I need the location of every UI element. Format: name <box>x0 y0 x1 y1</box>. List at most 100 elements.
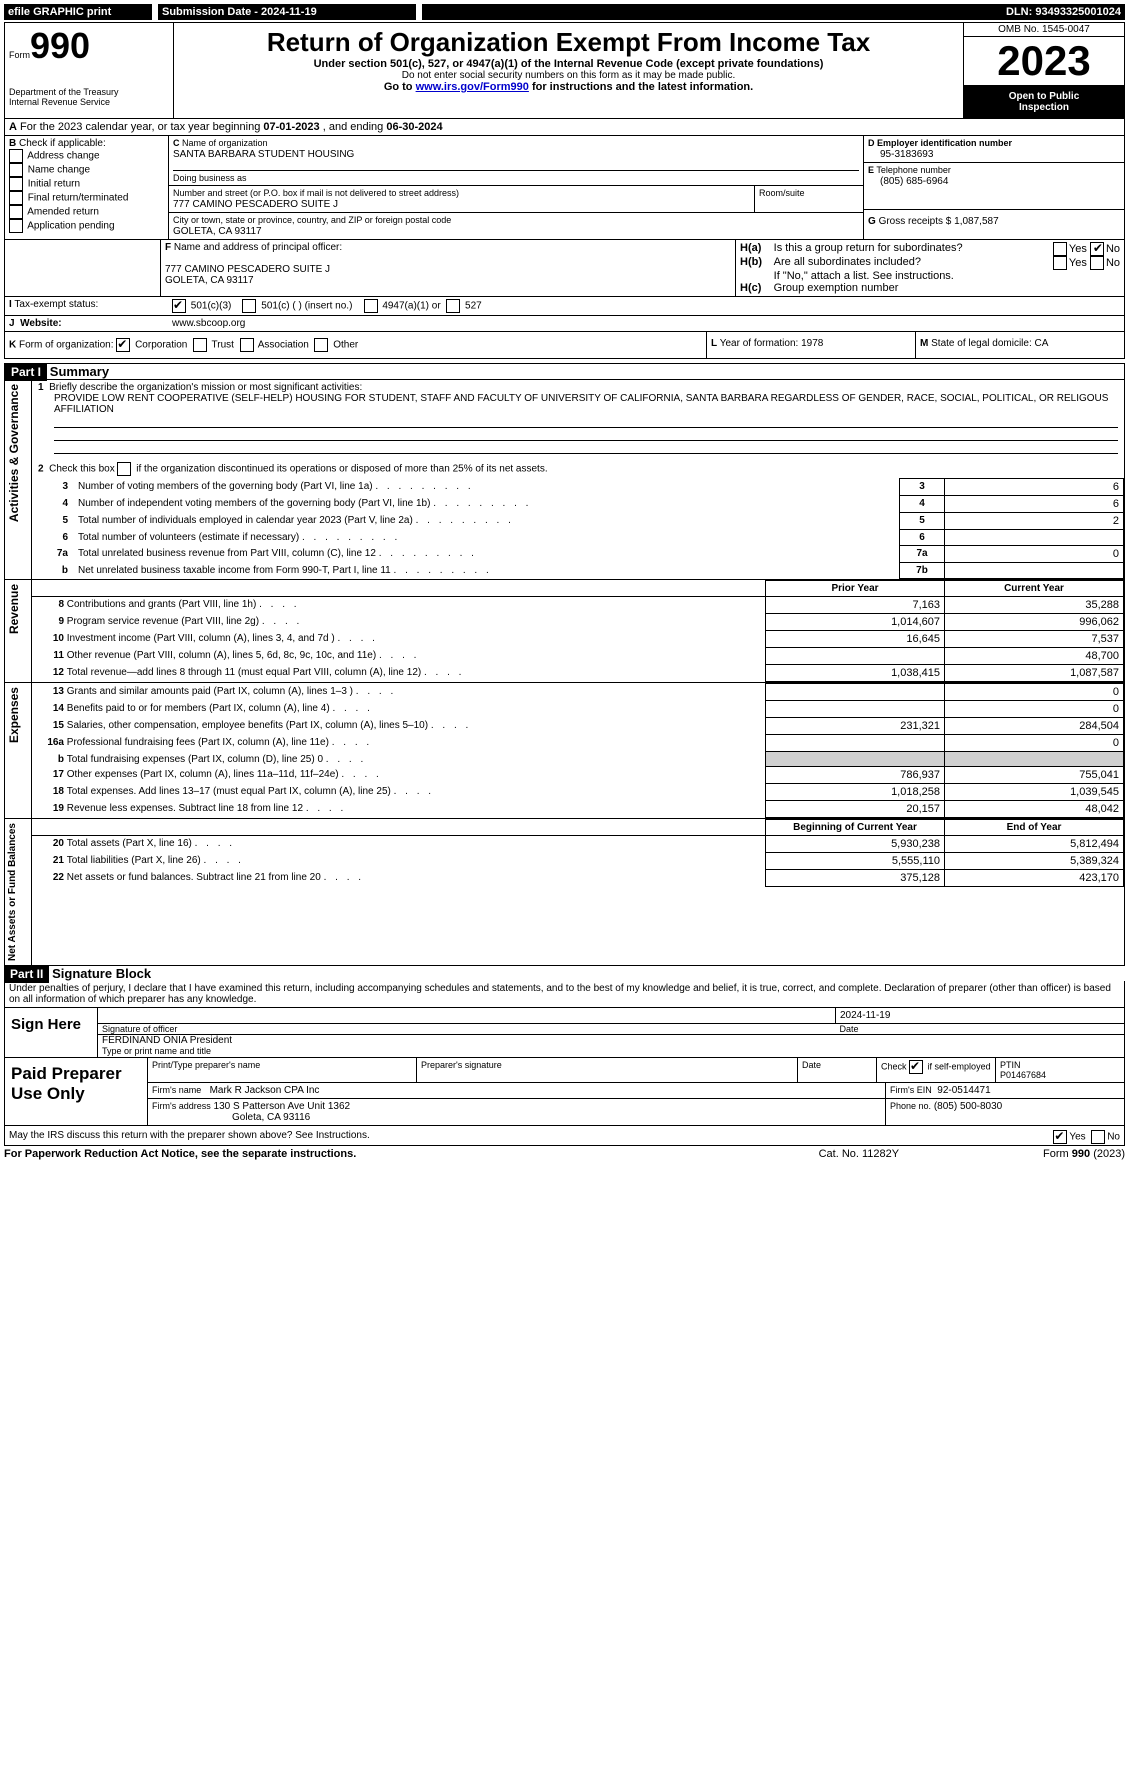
tax-year: 2023 <box>964 37 1124 86</box>
dba-label: Doing business as <box>173 170 859 183</box>
side-expenses: Expenses <box>5 683 23 747</box>
addr-change-checkbox[interactable] <box>9 149 23 163</box>
submission-date: 2024-11-19 <box>261 6 317 18</box>
501c-checkbox[interactable] <box>242 299 256 313</box>
gross-receipts-label: Gross receipts $ <box>879 216 952 227</box>
officer-addr2: GOLETA, CA 93117 <box>165 275 254 286</box>
ha-yes-checkbox[interactable] <box>1053 242 1067 256</box>
501c3-checkbox[interactable] <box>172 299 186 313</box>
form-number: 990 <box>30 25 90 66</box>
omb-number: OMB No. 1545-0047 <box>964 23 1124 37</box>
4947-checkbox[interactable] <box>364 299 378 313</box>
sig-officer-label: Signature of officer <box>98 1024 836 1035</box>
initial-return-checkbox[interactable] <box>9 177 23 191</box>
goto-post: for instructions and the latest informat… <box>529 81 753 93</box>
hb-no-checkbox[interactable] <box>1090 256 1104 270</box>
year-formation-label: Year of formation: <box>720 338 799 349</box>
preparer-sig-label: Preparer's signature <box>417 1058 798 1082</box>
side-governance: Activities & Governance <box>5 380 23 526</box>
name-change-checkbox[interactable] <box>9 163 23 177</box>
discuss-no-checkbox[interactable] <box>1091 1130 1105 1144</box>
self-emp-label: if self-employed <box>928 1061 991 1071</box>
dln-label: DLN: <box>1006 6 1035 18</box>
header-sub2: Do not enter social security numbers on … <box>178 70 959 81</box>
hc-label: Group exemption number <box>774 282 899 294</box>
discontinued-checkbox[interactable] <box>117 462 131 476</box>
form-header: Form990 Department of the Treasury Inter… <box>4 22 1125 119</box>
ij-block: I Tax-exempt status: 501(c)(3) 501(c) ( … <box>4 297 1125 332</box>
opt-assoc: Association <box>258 340 309 351</box>
page-footer: For Paperwork Reduction Act Notice, see … <box>4 1148 1125 1160</box>
amended-checkbox[interactable] <box>9 205 23 219</box>
hb-yes-checkbox[interactable] <box>1053 256 1067 270</box>
city-label: City or town, state or province, country… <box>173 215 451 225</box>
opt-corp: Corporation <box>135 340 187 351</box>
opt-final: Final return/terminated <box>28 193 129 204</box>
app-pending-checkbox[interactable] <box>9 219 23 233</box>
type-name-label: Type or print name and title <box>102 1046 211 1056</box>
city-value: GOLETA, CA 93117 <box>173 226 262 237</box>
ty-end: 06-30-2024 <box>386 121 442 133</box>
discuss-label: May the IRS discuss this return with the… <box>9 1130 370 1141</box>
self-employed-checkbox[interactable] <box>909 1060 923 1074</box>
part1: Part I Summary Activities & Governance 1… <box>4 363 1125 966</box>
opt-4947: 4947(a)(1) or <box>382 301 440 312</box>
fh-block: F Name and address of principal officer:… <box>4 240 1125 297</box>
corp-checkbox[interactable] <box>116 338 130 352</box>
part1-title: Summary <box>50 364 109 379</box>
hb-no: No <box>1106 257 1120 269</box>
footer-form: Form 990 (2023) <box>1043 1148 1125 1160</box>
discuss-yes-checkbox[interactable] <box>1053 1130 1067 1144</box>
top-bar: efile GRAPHIC print Submission Date - 20… <box>4 4 1125 20</box>
ty-begin: 07-01-2023 <box>263 121 319 133</box>
room-label: Room/suite <box>759 188 805 198</box>
ha-yes: Yes <box>1069 243 1087 255</box>
ptin-label: PTIN <box>1000 1060 1021 1070</box>
phone-value: (805) 685-6964 <box>868 176 948 187</box>
opt-initial: Initial return <box>28 179 80 190</box>
side-revenue: Revenue <box>5 580 23 638</box>
firm-name-label: Firm's name <box>152 1085 201 1095</box>
gross-receipts-value: 1,087,587 <box>954 216 999 227</box>
mission-text: PROVIDE LOW RENT COOPERATIVE (SELF-HELP)… <box>38 393 1118 415</box>
other-checkbox[interactable] <box>314 338 328 352</box>
527-checkbox[interactable] <box>446 299 460 313</box>
open-public-1: Open to Public <box>1009 91 1080 102</box>
paid-preparer-label: Paid Preparer Use Only <box>5 1058 148 1126</box>
col-prior: Prior Year <box>766 581 945 597</box>
part2-header: Part II <box>4 965 49 983</box>
opt-501c: 501(c) ( ) (insert no.) <box>261 301 352 312</box>
opt-501c3: 501(c)(3) <box>191 301 232 312</box>
opt-527: 527 <box>465 301 482 312</box>
submission-date-label: Submission Date - <box>162 6 261 18</box>
final-return-checkbox[interactable] <box>9 191 23 205</box>
firm-phone: (805) 500-8030 <box>934 1101 1002 1112</box>
prep-date-label: Date <box>798 1058 877 1082</box>
opt-name-change: Name change <box>28 165 90 176</box>
signature-block: Sign Here 2024-11-19 Signature of office… <box>4 1008 1125 1058</box>
street-label: Number and street (or P.O. box if mail i… <box>173 188 459 198</box>
officer-name: FERDINAND ONIA President <box>102 1035 232 1046</box>
dln-value: 93493325001024 <box>1035 6 1121 18</box>
opt-trust: Trust <box>212 340 234 351</box>
phone-label: Telephone number <box>876 165 951 175</box>
part1-header: Part I <box>5 363 47 381</box>
domicile-value: CA <box>1035 338 1049 349</box>
efile-label: efile GRAPHIC print <box>8 6 111 18</box>
klm-block: K Form of organization: Corporation Trus… <box>4 332 1125 359</box>
officer-addr1: 777 CAMINO PESCADERO SUITE J <box>165 264 330 275</box>
ein-value: 95-3183693 <box>868 149 933 160</box>
opt-amended: Amended return <box>27 207 99 218</box>
hb-yes: Yes <box>1069 257 1087 269</box>
firm-name: Mark R Jackson CPA Inc <box>210 1085 320 1096</box>
opt-pending: Application pending <box>27 221 114 232</box>
pra-notice: For Paperwork Reduction Act Notice, see … <box>4 1148 356 1160</box>
hb-label: Are all subordinates included? <box>774 256 921 268</box>
check-applicable-label: Check if applicable: <box>19 138 106 149</box>
trust-checkbox[interactable] <box>193 338 207 352</box>
ha-no-checkbox[interactable] <box>1090 242 1104 256</box>
irs-link[interactable]: www.irs.gov/Form990 <box>416 81 529 93</box>
goto-pre: Go to <box>384 81 416 93</box>
assoc-checkbox[interactable] <box>240 338 254 352</box>
domicile-label: State of legal domicile: <box>931 338 1032 349</box>
